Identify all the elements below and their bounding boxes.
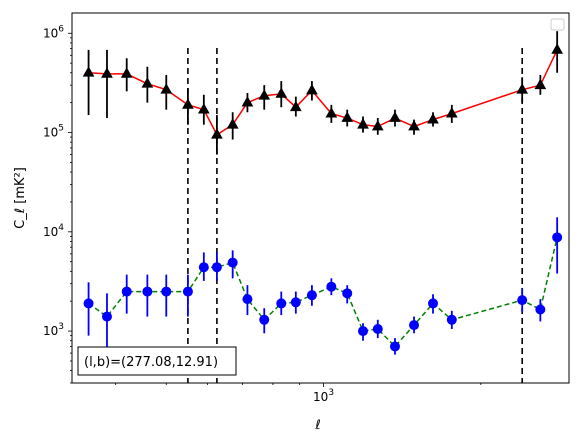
series-2-point: [552, 232, 563, 243]
series-2-point: [227, 257, 238, 268]
series-2-point: [372, 323, 383, 334]
series-2-point: [342, 288, 353, 299]
series-2-point: [409, 320, 420, 331]
series-1-point: [551, 43, 564, 54]
series-1-point: [275, 87, 288, 98]
series-2-point: [121, 286, 132, 297]
series-2-point: [198, 262, 209, 273]
series-1-point: [141, 77, 154, 88]
series-1-point: [258, 89, 271, 100]
y-tick-label: 106: [43, 24, 64, 40]
series-2-point: [161, 286, 172, 297]
series-2-point: [290, 297, 301, 308]
series-2-point: [182, 286, 193, 297]
series-1-point: [289, 100, 302, 112]
series-1-point: [197, 103, 210, 114]
series-2-point: [211, 262, 222, 273]
series-1-point: [516, 83, 529, 94]
series-2-point: [535, 304, 546, 315]
legend-box: [550, 18, 565, 31]
series-1-point: [357, 118, 369, 129]
series-1-point: [120, 67, 133, 78]
plot-area: [72, 13, 569, 383]
series-1-point: [306, 84, 318, 95]
series-2-point: [259, 314, 270, 325]
series-1-point: [241, 96, 254, 107]
series-1-point: [371, 120, 384, 131]
y-tick-label: 103: [43, 322, 64, 338]
series-1-point: [341, 111, 354, 122]
series-2-point: [242, 294, 253, 305]
series-1-point: [389, 111, 401, 122]
series-1-point: [101, 67, 113, 78]
series-2-point: [326, 281, 337, 292]
series-1-point: [408, 120, 420, 131]
series-2-point: [517, 295, 528, 306]
series-2-point: [446, 314, 457, 325]
series-1-point: [325, 107, 338, 118]
series-2-point: [83, 298, 94, 309]
series-1-point: [534, 78, 547, 90]
series-2-point: [428, 298, 439, 309]
plot-frame: [71, 12, 570, 384]
series-2-point: [306, 290, 317, 301]
series-1-point: [182, 98, 194, 109]
series-1-point: [427, 113, 439, 124]
x-tick-label: 103: [313, 388, 334, 404]
series-2-point: [358, 326, 369, 337]
series-2-point: [276, 298, 287, 309]
annotation-box: (l,b)=(277.08,12.91): [77, 346, 237, 376]
series-2-point: [142, 286, 153, 297]
series-1-point: [160, 83, 173, 94]
series-2-point: [389, 341, 400, 352]
series-1-point: [82, 66, 95, 77]
series-2-point: [101, 311, 112, 322]
y-axis-label: C_ℓ [mK²]: [13, 167, 28, 229]
y-tick-label: 104: [43, 223, 64, 239]
x-axis-label: ℓ: [314, 418, 320, 433]
y-tick-label: 105: [43, 124, 64, 140]
series-1-point: [226, 118, 239, 129]
series-1-point: [445, 107, 458, 118]
series-1-point: [211, 128, 223, 139]
annotation-text: (l,b)=(277.08,12.91): [84, 355, 218, 370]
